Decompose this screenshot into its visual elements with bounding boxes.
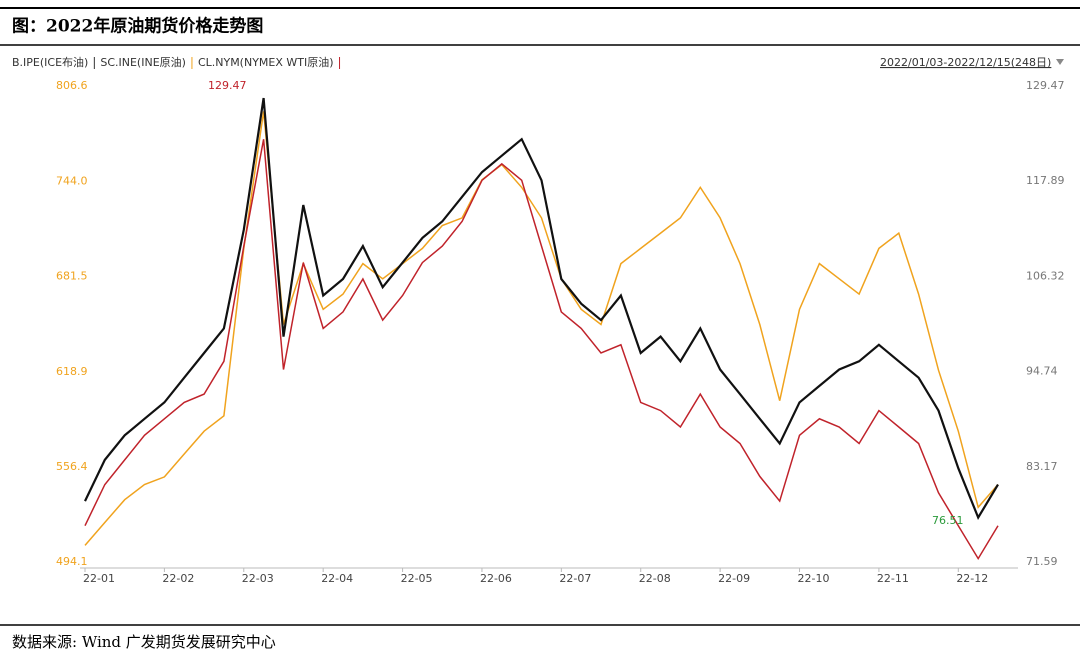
- x-tick-label: 22-07: [559, 572, 591, 585]
- date-range: 2022/01/03-2022/12/15(248日): [880, 56, 1051, 69]
- series-line: [84, 139, 999, 561]
- series-line: [84, 97, 999, 520]
- y-tick-label: 618.9: [56, 365, 88, 378]
- x-tick-label: 22-04: [321, 572, 353, 585]
- legend-entry: B.IPE(ICE布油): [12, 55, 88, 69]
- x-tick-label: 22-12: [956, 572, 988, 585]
- x-tick-label: 22-09: [718, 572, 750, 585]
- y-tick-label: 556.4: [56, 460, 88, 473]
- x-tick-label: 22-08: [639, 572, 671, 585]
- x-tick-label: 22-01: [83, 572, 115, 585]
- y-tick-label: 494.1: [56, 555, 88, 568]
- x-tick-label: 22-10: [798, 572, 830, 585]
- dropdown-icon: [1056, 59, 1064, 65]
- x-tick-label: 22-11: [877, 572, 909, 585]
- annotation: 129.47: [208, 79, 247, 92]
- y-tick-label: 744.0: [56, 174, 88, 187]
- x-tick-label: 22-06: [480, 572, 512, 585]
- x-tick-label: 22-03: [242, 572, 274, 585]
- series-line: [84, 111, 999, 546]
- source: 数据来源: Wind 广发期货发展研究中心: [12, 633, 276, 651]
- legend-entry: CL.NYM(NYMEX WTI原油): [198, 55, 334, 69]
- y2-tick-label: 71.59: [1026, 555, 1058, 568]
- x-tick-label: 22-05: [401, 572, 433, 585]
- y2-tick-label: 129.47: [1026, 79, 1065, 92]
- y2-tick-label: 83.17: [1026, 460, 1058, 473]
- x-tick-label: 22-02: [162, 572, 194, 585]
- y-tick-label: 806.6: [56, 79, 88, 92]
- annotation: 76.51: [932, 514, 964, 527]
- y2-tick-label: 106.32: [1026, 269, 1065, 282]
- y-tick-label: 681.5: [56, 270, 88, 283]
- y2-tick-label: 117.89: [1026, 174, 1065, 187]
- legend-entry: SC.INE(INE原油): [100, 55, 186, 69]
- title: 图：2022年原油期货价格走势图: [12, 16, 263, 37]
- y2-tick-label: 94.74: [1026, 365, 1058, 378]
